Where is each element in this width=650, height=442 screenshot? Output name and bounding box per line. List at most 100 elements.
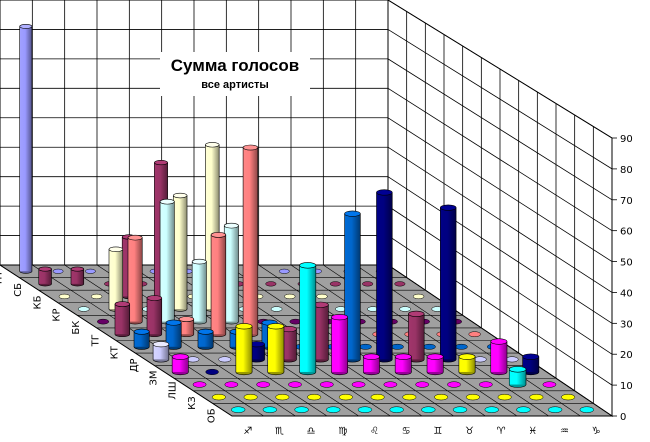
bar-top: [376, 189, 393, 196]
bar: [171, 353, 189, 376]
bar-top: [127, 234, 143, 241]
floor-marker: [326, 406, 341, 413]
bar: [299, 262, 317, 376]
floor-marker: [561, 393, 576, 401]
z-tick-label: 80: [620, 165, 633, 176]
bar: [267, 323, 285, 376]
title-background: [160, 52, 310, 96]
bar-body: [224, 225, 239, 322]
bar-top: [440, 204, 457, 211]
z-tick-label: 50: [620, 258, 633, 269]
floor-marker: [77, 306, 90, 312]
floor-grid-line: [323, 264, 549, 417]
floor-marker: [402, 393, 417, 401]
bar-top: [152, 341, 170, 348]
floor-marker: [192, 381, 207, 388]
column-label: ♑: [592, 426, 601, 437]
bar-top: [178, 316, 195, 323]
bar: [197, 328, 214, 350]
z-tick-label: 70: [620, 196, 633, 207]
bar-body: [458, 356, 476, 372]
bar-body: [71, 269, 84, 284]
bar-top: [205, 142, 220, 148]
bar: [522, 353, 540, 376]
column-label: ♒: [560, 426, 569, 437]
floor-grid-line: [355, 264, 581, 417]
floor-marker: [205, 368, 219, 375]
bar: [458, 353, 476, 376]
floor-grid-line: [258, 264, 486, 417]
floor-marker: [316, 293, 328, 300]
floor-marker: [529, 393, 544, 401]
floor-grid-line: [290, 264, 518, 417]
chart-title: Сумма голосов: [171, 56, 299, 75]
bar: [108, 246, 124, 312]
bar-body: [153, 344, 169, 360]
bar: [191, 258, 207, 325]
bar: [114, 301, 131, 338]
bar-top: [331, 313, 348, 321]
floor-marker: [294, 406, 309, 413]
floor-marker: [231, 406, 246, 413]
bar-top: [210, 232, 227, 238]
z-tick-label: 0: [620, 412, 626, 423]
bar-body: [363, 356, 380, 372]
floor-marker: [359, 343, 372, 350]
bar: [394, 353, 412, 376]
floor-marker: [542, 381, 557, 388]
bar: [426, 353, 444, 376]
bar: [70, 266, 85, 287]
bar-body: [267, 326, 284, 372]
bar-top: [165, 319, 182, 326]
floor-marker: [58, 293, 71, 300]
bar-top: [299, 262, 317, 269]
bar: [408, 310, 425, 363]
floor-marker: [391, 343, 404, 350]
bar: [178, 316, 195, 338]
bar: [223, 222, 239, 325]
bar-top: [242, 144, 259, 151]
bar: [210, 232, 227, 338]
bar-body: [109, 249, 123, 310]
floor-marker: [362, 281, 374, 287]
row-label: ТГ: [90, 334, 101, 347]
floor-marker: [97, 318, 110, 325]
bar-body: [427, 356, 444, 372]
z-tick-label: 30: [620, 319, 633, 330]
bar: [159, 198, 175, 325]
bar-body: [331, 317, 348, 372]
bar-body: [395, 356, 412, 372]
bar-top: [522, 353, 540, 360]
bar-top: [172, 192, 188, 199]
floor-marker: [421, 406, 436, 413]
column-label: ♈: [497, 426, 506, 437]
bar-body: [280, 329, 297, 360]
bar-body: [235, 326, 253, 372]
z-tick-label: 40: [620, 288, 633, 299]
floor-marker: [389, 406, 404, 413]
floor-marker: [224, 381, 239, 388]
bar-top: [408, 310, 425, 317]
floor-marker: [211, 393, 226, 401]
bar-top: [70, 266, 85, 272]
floor-marker: [547, 406, 563, 413]
row-label: ЗМ: [148, 370, 159, 385]
floor-marker: [516, 406, 531, 413]
bar-body: [128, 237, 143, 322]
bar-top: [133, 328, 150, 335]
bar-body: [147, 298, 162, 335]
bar-body: [179, 319, 194, 335]
row-label: ОБ: [206, 408, 217, 423]
bar-top: [508, 365, 527, 373]
floor-marker: [319, 381, 334, 388]
floor-marker: [478, 381, 493, 388]
bar: [344, 210, 361, 363]
floor-marker: [52, 268, 64, 274]
bar-top: [114, 301, 131, 307]
row-label: СБ: [13, 283, 24, 297]
bar-top: [38, 266, 52, 272]
z-tick-label: 60: [620, 227, 633, 238]
bar-body: [522, 356, 539, 372]
row-label: ДР: [129, 358, 140, 372]
